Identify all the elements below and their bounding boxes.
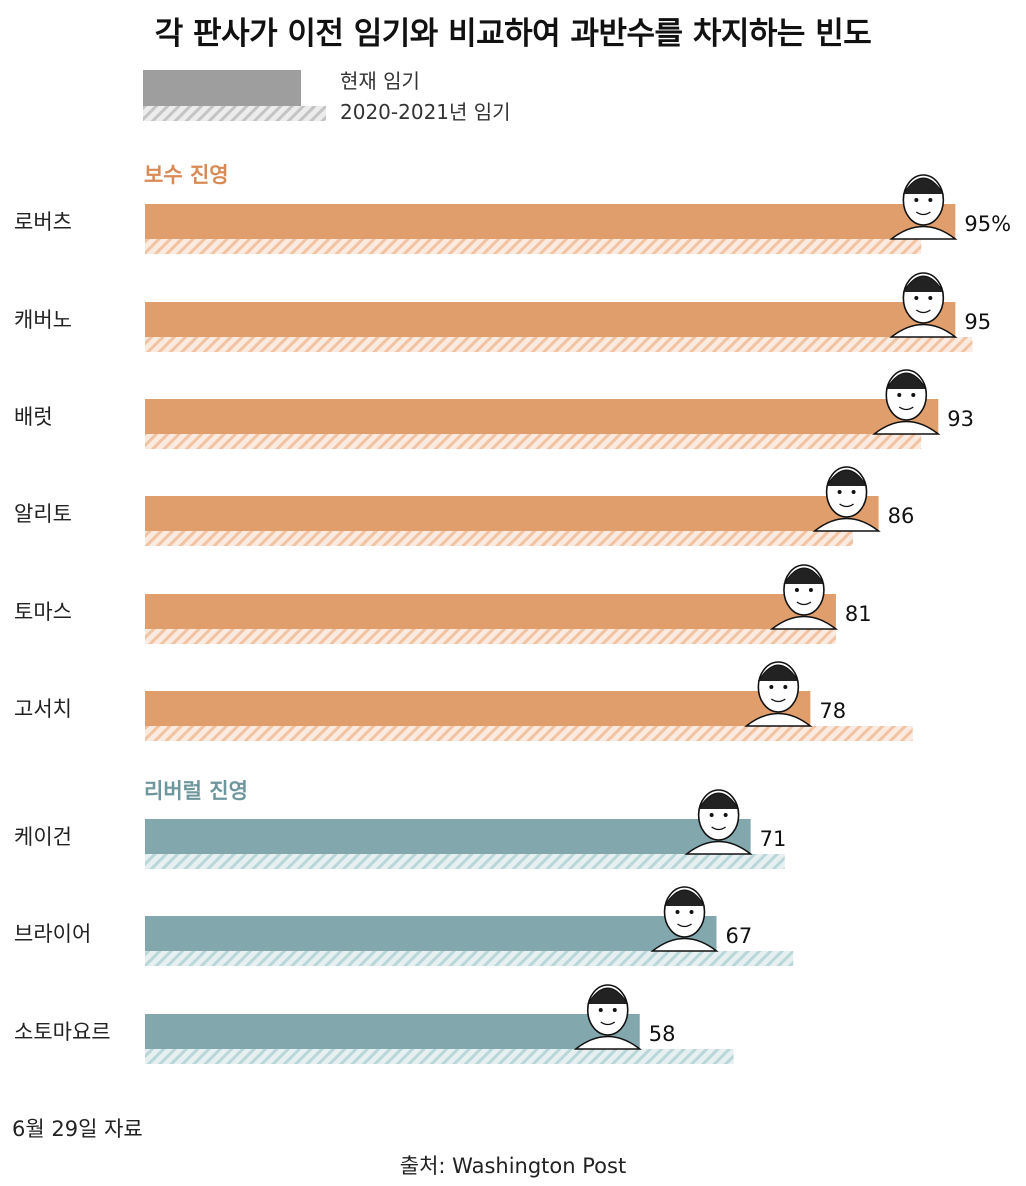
justice-portrait [812, 466, 881, 532]
legend-previous-swatch [143, 106, 326, 121]
bar-current-term [145, 691, 811, 726]
category-label: 브라이어 [14, 922, 91, 946]
category-label: 알리토 [14, 502, 72, 526]
value-label: 78 [819, 699, 846, 723]
value-label: 67 [726, 924, 753, 948]
footer-band [0, 1090, 1026, 1186]
bar-current-term [145, 204, 956, 239]
legend-previous-label: 2020-2021년 임기 [340, 100, 511, 124]
group-header-conservative: 보수 진영 [144, 163, 229, 187]
bar-previous-term [145, 531, 853, 546]
bar-current-term [145, 1014, 640, 1049]
source-credit: 출처: Washington Post [399, 1154, 627, 1178]
bar-current-term [145, 916, 717, 951]
value-label: 81 [845, 602, 872, 626]
bar-previous-term [145, 951, 794, 966]
bar-previous-term [145, 726, 913, 741]
group-header-liberal: 리버럴 진영 [144, 779, 248, 803]
bar-current-term [145, 594, 836, 629]
justice-portrait [872, 369, 941, 435]
bar-current-term [145, 496, 879, 531]
value-label: 95% [964, 212, 1011, 236]
legend-current-label: 현재 임기 [340, 69, 420, 93]
bar-current-term [145, 399, 939, 434]
justice-portrait [650, 886, 719, 952]
justice-portrait [573, 984, 642, 1050]
category-label: 케이건 [14, 825, 72, 849]
justice-portrait [684, 789, 753, 855]
bar-previous-term [145, 629, 836, 644]
date-note: 6월 29일 자료 [12, 1117, 143, 1141]
category-label: 로버츠 [14, 210, 72, 234]
justice-portrait [744, 661, 813, 727]
category-label: 배럿 [14, 405, 53, 429]
bar-previous-term [145, 239, 922, 254]
value-label: 93 [947, 407, 974, 431]
bar-previous-term [145, 434, 922, 449]
value-label: 71 [760, 827, 787, 851]
value-label: 95 [964, 310, 991, 334]
category-label: 소토마요르 [14, 1020, 111, 1044]
value-label: 58 [649, 1022, 676, 1046]
justice-portrait [769, 564, 839, 630]
bar-previous-term [145, 854, 785, 869]
legend-current-swatch [143, 70, 301, 106]
bar-current-term [145, 302, 956, 337]
bar-current-term [145, 819, 751, 854]
value-label: 86 [888, 504, 915, 528]
category-label: 캐버노 [14, 308, 72, 332]
bar-previous-term [145, 1049, 734, 1064]
bar-previous-term [145, 337, 973, 352]
justice-portrait [889, 272, 958, 338]
justice-portrait [889, 174, 958, 240]
category-label: 고서치 [14, 697, 72, 721]
category-label: 토마스 [14, 600, 72, 624]
chart-title: 각 판사가 이전 임기와 비교하여 과반수를 차지하는 빈도 [154, 16, 872, 52]
